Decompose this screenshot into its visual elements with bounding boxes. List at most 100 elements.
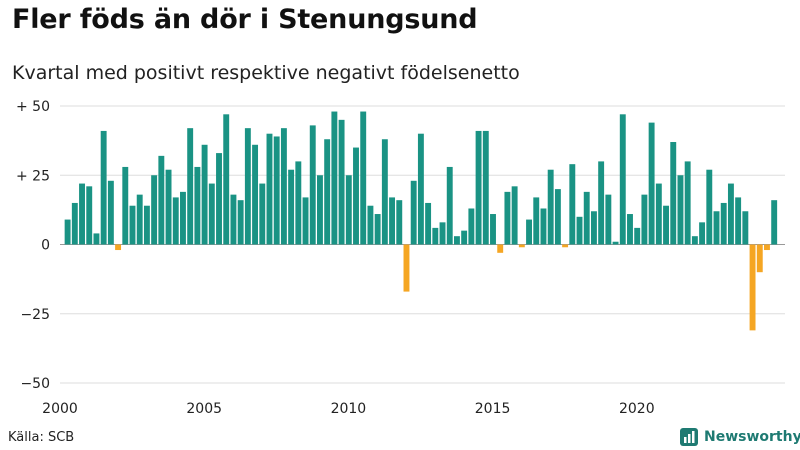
brand-logo: Newsworthy [680,427,800,447]
bar-chart-logo-icon [680,428,698,446]
bar [252,144,259,245]
bar [742,211,749,245]
bar [288,169,295,245]
bar [663,205,669,245]
bar [216,153,222,245]
bar [338,119,345,245]
bar [432,227,439,245]
bar [446,166,453,245]
bar [396,200,403,245]
bar [107,180,114,245]
bar [317,175,323,245]
bar [410,180,417,245]
bar [79,183,85,245]
bar [374,214,381,245]
bar [93,233,100,245]
bar [475,130,482,245]
bar [619,114,626,245]
bar [122,166,129,245]
bar [353,147,359,245]
bar [64,219,71,245]
bars-layer [64,111,778,331]
source-note: Källa: SCB [8,430,75,445]
y-tick-label: 0 [41,238,50,254]
bar [100,130,107,245]
bar [468,208,475,245]
y-tick-label: −25 [20,307,50,323]
bar [136,194,143,245]
chart-title: Fler föds än dör i Stenungsund [12,4,478,35]
bar [439,222,446,245]
x-tick-label: 2010 [331,401,367,417]
bar [547,169,554,245]
bar [115,244,122,251]
bar [194,166,201,245]
bar [259,183,266,245]
bar [345,175,352,245]
bar [727,183,734,245]
bar [684,161,691,245]
bar [230,194,237,245]
bar [381,139,388,245]
bar [208,183,215,245]
bar [461,230,468,245]
brand-name: Newsworthy [704,429,800,445]
bar [280,128,287,245]
bar [648,122,655,245]
bar [180,191,186,245]
bar [598,161,605,245]
bar [86,186,93,245]
bar [165,169,172,245]
bar [756,244,763,273]
bar [324,139,331,245]
bar [634,227,641,245]
bar [612,241,619,245]
x-tick-label: 2020 [619,401,655,417]
bar [244,128,251,245]
bar [641,194,648,245]
bar [691,236,698,245]
bar [771,200,778,245]
bar [187,128,194,245]
bar [533,197,540,245]
bar [223,114,230,245]
bar [627,214,633,245]
bar [482,130,489,245]
bar [237,200,244,245]
bar [526,219,532,245]
bar [302,197,309,245]
bar [670,142,677,245]
bar [172,197,179,245]
bar [367,205,374,245]
bar [720,202,727,245]
bar [605,194,612,245]
bar [583,191,590,245]
x-tick-label: 2000 [42,401,78,417]
x-tick-label: 2015 [475,401,511,417]
bar [590,211,597,245]
bar [403,244,410,292]
bar [295,161,302,245]
bar [569,164,576,245]
bar [309,125,316,245]
bar [497,244,504,253]
bar [143,205,150,245]
bar [504,191,511,245]
bar [764,244,770,251]
bar [511,186,518,245]
bar [540,208,547,245]
bar [158,155,165,245]
bar [360,111,367,245]
bar [490,214,496,245]
y-tick-label: + 25 [16,168,50,184]
axis-layer: + 50 + 25 0 −25 −50 2000 2005 2010 2015 2020 [16,99,655,417]
bar [331,111,338,245]
x-tick-label: 2005 [186,401,222,417]
bar [201,144,208,245]
bar [576,216,583,245]
bar [518,244,525,248]
bar [677,175,684,245]
bar [735,197,742,245]
bar [706,169,713,245]
